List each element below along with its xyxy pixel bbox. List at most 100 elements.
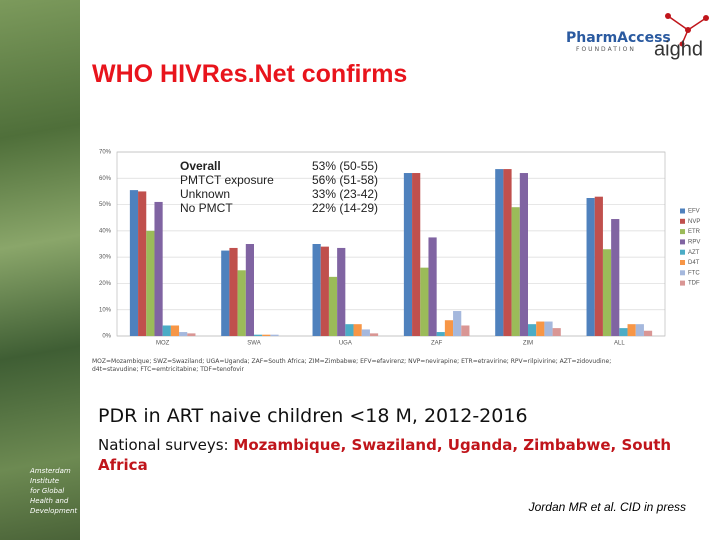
citation: Jordan MR et al. CID in press [528, 500, 686, 514]
bar [444, 320, 454, 336]
bar [254, 334, 263, 336]
bar [320, 246, 329, 336]
bar [412, 173, 421, 336]
bar [453, 311, 462, 336]
sidebar-image: Amsterdam Institute for Global Health and De… [0, 0, 80, 540]
bar [536, 321, 545, 336]
surveys-label: National surveys: [98, 436, 229, 454]
bar [187, 333, 196, 336]
x-tick-label: MOZ [156, 341, 170, 347]
bar [495, 169, 504, 336]
logo-right: aighd [654, 13, 709, 60]
subtitle: PDR in ART naive children <18 M, 2012-20… [98, 405, 528, 427]
legend-swatch [680, 218, 685, 224]
chart-footnote: MOZ=Mozambique; SWZ=Swaziland; UGA=Ugand… [92, 358, 612, 373]
legend-swatch [680, 260, 685, 265]
legend-swatch [680, 270, 685, 276]
bar [138, 191, 147, 336]
chart: 0% 10% 20% 30% 40% 50% 60% 70% MOZ SWA UGA ZAF ZIM AL… [92, 145, 712, 355]
table-cell: 22% (14-29) [312, 201, 378, 215]
legend-swatch [680, 249, 685, 255]
surveys-list: Mozambique, Swaziland, Uganda, Zimbabwe,… [98, 436, 672, 474]
logo-sub: FOUNDATION [576, 46, 636, 53]
legend-label: EFV [688, 209, 700, 215]
legend-label: TDF [688, 281, 700, 287]
sidebar-line: Development [30, 507, 78, 515]
bar [528, 324, 537, 336]
bar [237, 270, 246, 336]
bar [552, 328, 561, 336]
bar [129, 190, 139, 336]
slide-title: WHO HIVRes.Net confirms [92, 60, 408, 88]
bar [154, 201, 163, 336]
bar [635, 324, 644, 336]
y-tick-label: 10% [99, 307, 112, 313]
y-tick-label: 60% [99, 176, 112, 182]
bar [179, 332, 188, 336]
table-cell: 33% (23-42) [312, 187, 378, 201]
bar [428, 237, 437, 336]
y-tick-label: 20% [99, 281, 112, 287]
bar [519, 173, 528, 336]
bar [594, 196, 603, 336]
legend-swatch [680, 280, 685, 286]
legend-swatch [680, 208, 685, 214]
table-cell: PMTCT exposure [180, 173, 274, 187]
bar [170, 325, 180, 336]
bar [420, 267, 429, 336]
legend-label: RPV [688, 239, 700, 245]
x-tick-label: ZIM [523, 341, 533, 347]
bar [643, 330, 653, 336]
sidebar-line: Amsterdam [30, 467, 71, 475]
legend-label: AZT [688, 250, 700, 256]
x-tick-label: SWA [247, 341, 260, 347]
bar [162, 325, 171, 336]
y-tick-label: 40% [99, 228, 112, 234]
sidebar-text: Amsterdam Institute for Global Health and De… [30, 466, 77, 516]
bar [146, 230, 155, 336]
bar [627, 324, 636, 336]
x-tick-label: ZAF [431, 341, 443, 347]
bar [229, 247, 238, 336]
logo-left: PharmAccess FOUNDATION [566, 30, 671, 53]
bar [221, 250, 230, 336]
bar [586, 198, 595, 336]
bar [328, 276, 338, 336]
sidebar-line: Health and [30, 497, 69, 505]
bar [337, 247, 346, 336]
bar [619, 328, 628, 336]
legend-swatch [680, 239, 685, 245]
y-tick-label: 50% [99, 202, 112, 208]
bar [245, 244, 254, 336]
bar [544, 321, 553, 336]
legend-label: D4T [688, 260, 700, 266]
logo-right-text: aighd [654, 38, 703, 60]
bar [403, 173, 413, 336]
logo-text: PharmAccess [566, 30, 671, 46]
table-cell: Overall [180, 159, 221, 173]
bar [312, 244, 321, 336]
bar [345, 324, 354, 336]
plot-border [116, 151, 666, 337]
legend-label: FTC [688, 270, 700, 276]
bar [503, 169, 512, 336]
y-tick-label: 30% [99, 255, 112, 261]
table-cell: 53% (50-55) [312, 159, 378, 173]
sidebar-line: Institute [30, 477, 60, 485]
bar [511, 207, 520, 336]
bar [436, 332, 445, 336]
bar [369, 333, 379, 336]
bar [270, 334, 279, 336]
y-tick-label: 70% [99, 150, 112, 156]
bar [361, 329, 370, 336]
legend-label: ETR [688, 229, 701, 235]
table-cell: 56% (51-58) [312, 173, 378, 187]
surveys: National surveys: Mozambique, Swaziland,… [98, 435, 698, 475]
legend-swatch [680, 229, 685, 235]
bar [611, 219, 620, 336]
bar [602, 249, 612, 336]
table-cell: No PMCT [180, 201, 233, 215]
x-tick-label: UGA [339, 341, 352, 347]
bar [461, 325, 470, 336]
